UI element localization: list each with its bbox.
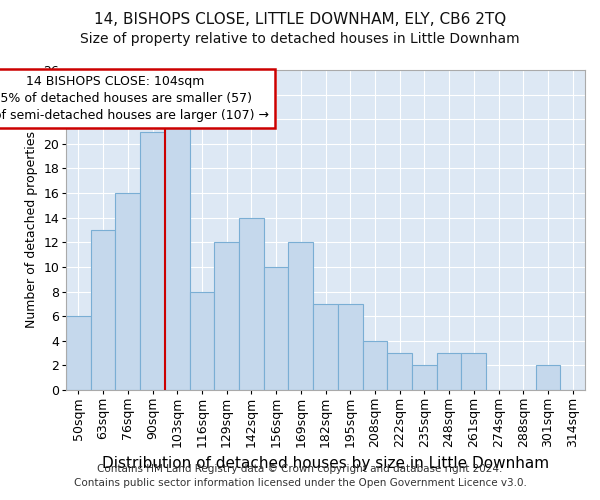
Bar bbox=[338, 304, 362, 390]
Text: Contains HM Land Registry data © Crown copyright and database right 2024.
Contai: Contains HM Land Registry data © Crown c… bbox=[74, 464, 526, 487]
Bar bbox=[115, 193, 140, 390]
Bar bbox=[387, 353, 412, 390]
Bar bbox=[165, 119, 190, 390]
X-axis label: Distribution of detached houses by size in Little Downham: Distribution of detached houses by size … bbox=[102, 456, 549, 471]
Bar bbox=[66, 316, 91, 390]
Bar bbox=[190, 292, 214, 390]
Bar bbox=[461, 353, 486, 390]
Bar bbox=[239, 218, 264, 390]
Text: 14, BISHOPS CLOSE, LITTLE DOWNHAM, ELY, CB6 2TQ: 14, BISHOPS CLOSE, LITTLE DOWNHAM, ELY, … bbox=[94, 12, 506, 28]
Text: 14 BISHOPS CLOSE: 104sqm
← 35% of detached houses are smaller (57)
65% of semi-d: 14 BISHOPS CLOSE: 104sqm ← 35% of detach… bbox=[0, 75, 269, 122]
Bar bbox=[214, 242, 239, 390]
Bar bbox=[313, 304, 338, 390]
Bar bbox=[91, 230, 115, 390]
Bar bbox=[264, 267, 289, 390]
Text: Size of property relative to detached houses in Little Downham: Size of property relative to detached ho… bbox=[80, 32, 520, 46]
Bar bbox=[140, 132, 165, 390]
Bar bbox=[437, 353, 461, 390]
Bar bbox=[289, 242, 313, 390]
Bar bbox=[362, 341, 387, 390]
Bar bbox=[536, 366, 560, 390]
Bar bbox=[412, 366, 437, 390]
Y-axis label: Number of detached properties: Number of detached properties bbox=[25, 132, 38, 328]
